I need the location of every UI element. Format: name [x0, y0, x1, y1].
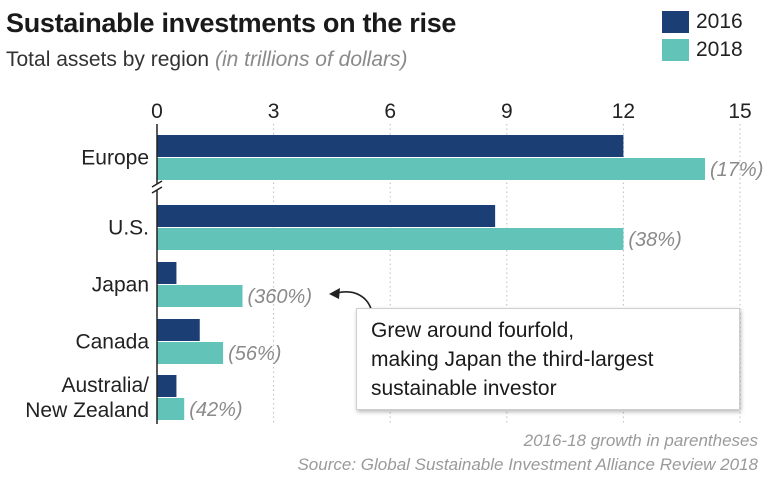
axis-break-mark [151, 186, 163, 194]
x-tick-label: 0 [151, 100, 163, 123]
x-tick-label: 12 [612, 100, 635, 123]
bar-2018 [157, 158, 706, 180]
category-label: Japan [92, 274, 149, 297]
bar-2018 [157, 285, 243, 307]
growth-label: (56%) [228, 343, 281, 365]
bar-2016 [157, 319, 200, 341]
bar-2016 [157, 262, 177, 284]
annotation-line: sustainable investor [371, 377, 557, 400]
growth-label: (17%) [710, 159, 763, 181]
bar-2018 [157, 342, 224, 364]
footnote: 2016-18 growth in parentheses [523, 431, 758, 450]
legend-swatch-2018 [662, 39, 689, 61]
growth-label: (38%) [628, 229, 681, 251]
bar-2016 [157, 205, 496, 227]
growth-label: (360%) [248, 286, 312, 308]
category-label: Canada [75, 331, 149, 354]
unit-note: (in trillions of dollars) [214, 48, 408, 71]
legend-item-2016: 2016 [662, 8, 743, 36]
chart-title: Sustainable investments on the rise [6, 8, 457, 38]
x-tick-label: 6 [384, 100, 396, 123]
source-note: Source: Global Sustainable Investment Al… [297, 455, 758, 474]
legend-label-2018: 2018 [696, 38, 743, 61]
annotation-line: making Japan the third-largest [371, 348, 654, 371]
category-label: New Zealand [25, 399, 149, 422]
bar-2018 [157, 228, 624, 250]
legend-item-2018: 2018 [662, 36, 743, 64]
category-label: Europe [81, 147, 149, 170]
bar-2018 [157, 398, 185, 420]
chart-subtitle: Total assets by region (in trillions of … [6, 48, 408, 72]
annotation-box: Grew around fourfold, making Japan the t… [356, 308, 740, 410]
subtitle-text: Total assets by region [6, 48, 210, 71]
x-tick-label: 15 [728, 100, 751, 123]
legend-label-2016: 2016 [696, 10, 743, 33]
category-label: U.S. [108, 217, 149, 240]
annotation-line: Grew around fourfold, [371, 319, 575, 342]
x-tick-label: 9 [501, 100, 513, 123]
growth-label: (42%) [189, 399, 242, 421]
annotation-arrowhead [329, 288, 340, 299]
category-label: Australia/ [61, 374, 149, 397]
bar-2016 [157, 135, 624, 157]
x-tick-label: 3 [268, 100, 280, 123]
legend-swatch-2016 [662, 11, 689, 33]
legend: 2016 2018 [662, 8, 743, 64]
axis-break-mark [151, 180, 163, 188]
bar-2016 [157, 375, 177, 397]
